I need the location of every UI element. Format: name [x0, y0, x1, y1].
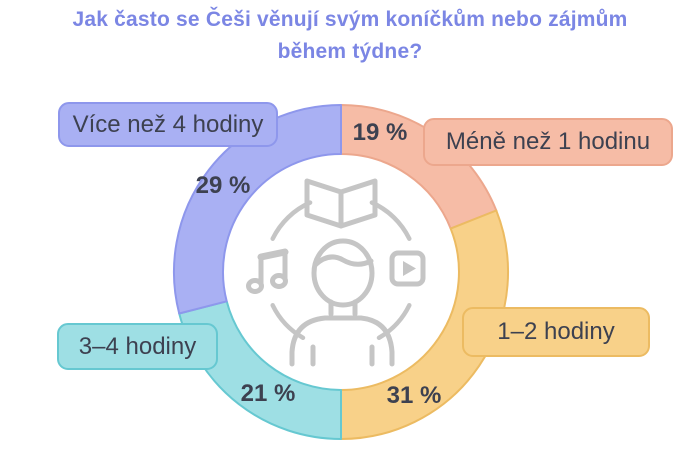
music-note-icon [246, 248, 289, 294]
segment-label-1-2-hodiny: 1–2 hodiny [462, 307, 650, 357]
person-hair [312, 254, 374, 268]
pct-label-1-2-hodiny: 31 % [386, 382, 442, 409]
segment-label-vice-nez-4-hodiny: Více než 4 hodiny [58, 102, 278, 147]
segment-label-3-4-hodiny: 3–4 hodiny [57, 323, 218, 370]
pct-label-3-4-hodiny: 21 % [240, 380, 296, 407]
pct-label-vice-nez-4-hodiny: 29 % [195, 172, 251, 199]
orbit-arc-bottom-right [376, 303, 412, 341]
donut-segment [172, 104, 342, 315]
orbit-arc-top-left [270, 200, 313, 241]
orbit-arc-bottom-left [270, 303, 306, 341]
play-button-icon [389, 250, 426, 287]
orbit-arc-top-right [369, 200, 412, 241]
person-neck [328, 299, 358, 317]
person-shoulders [289, 315, 395, 367]
chart-title-line1: Jak často se Češi věnují svým koníčkům n… [72, 8, 628, 31]
person-icon [289, 238, 395, 367]
donut-ring [172, 104, 510, 440]
chart-title-line2: během týdne? [277, 39, 423, 63]
pct-label-mene-nez-1-hodinu: 19 % [352, 119, 408, 146]
hobbies-icon [246, 178, 426, 367]
segment-label-mene-nez-1-hodinu: Méně než 1 hodinu [423, 118, 673, 166]
chart-title: Jak často se Češi věnují svým koníčkům n… [0, 4, 700, 67]
person-arms [310, 344, 375, 367]
